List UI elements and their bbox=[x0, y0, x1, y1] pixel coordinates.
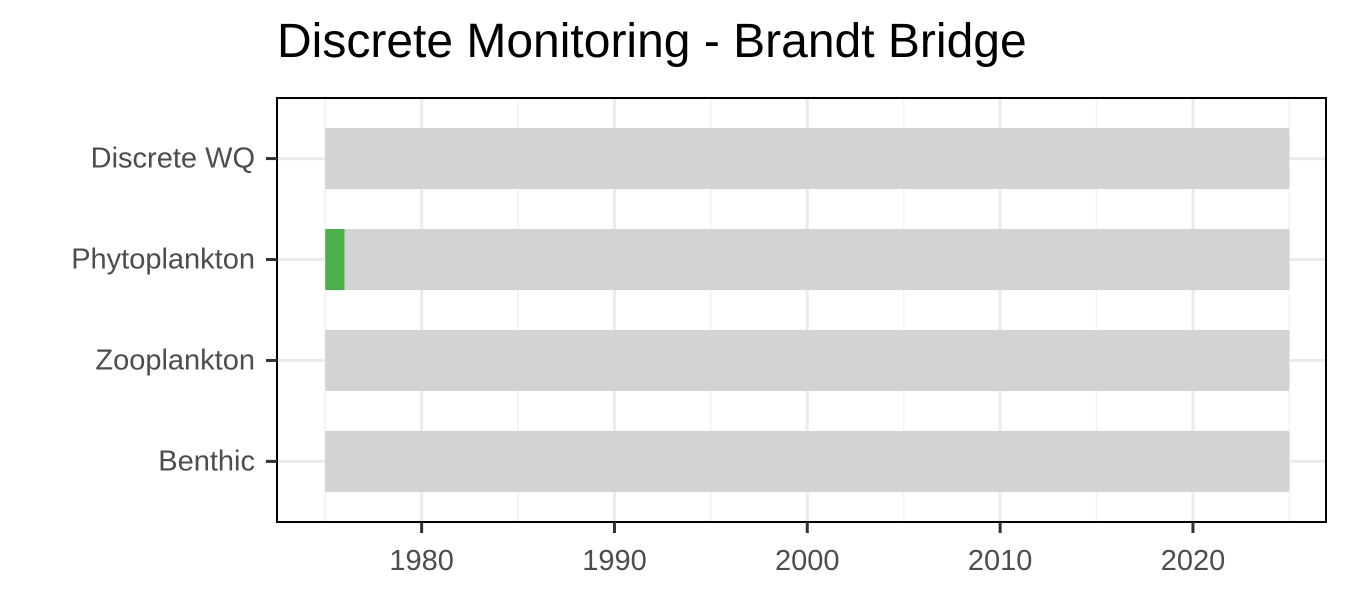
y-tick-label: Benthic bbox=[158, 445, 255, 477]
x-tick-label: 1980 bbox=[389, 545, 454, 577]
bar-benthic-no-data bbox=[325, 430, 1290, 492]
bars-layer bbox=[325, 128, 1290, 492]
bar-phytoplankton-data bbox=[325, 229, 345, 291]
chart-title: Discrete Monitoring - Brandt Bridge bbox=[277, 15, 1027, 68]
y-tick-label: Phytoplankton bbox=[71, 244, 255, 276]
x-axis: 1980 1990 2000 2010 2020 bbox=[389, 522, 1225, 577]
bar-zooplankton-no-data bbox=[325, 329, 1290, 391]
x-tick-label: 1990 bbox=[582, 545, 647, 577]
x-tick-label: 2000 bbox=[775, 545, 840, 577]
y-axis: Discrete WQ Phytoplankton Zooplankton Benth… bbox=[71, 143, 277, 477]
panel-border bbox=[276, 97, 1327, 523]
x-tick-label: 2010 bbox=[968, 545, 1033, 577]
x-tick-label: 2020 bbox=[1161, 545, 1226, 577]
y-tick-label: Zooplankton bbox=[95, 344, 255, 376]
bar-discrete-wq-no-data bbox=[325, 128, 1290, 190]
y-tick-label: Discrete WQ bbox=[91, 143, 255, 175]
bar-phytoplankton-no-data bbox=[344, 229, 1290, 291]
